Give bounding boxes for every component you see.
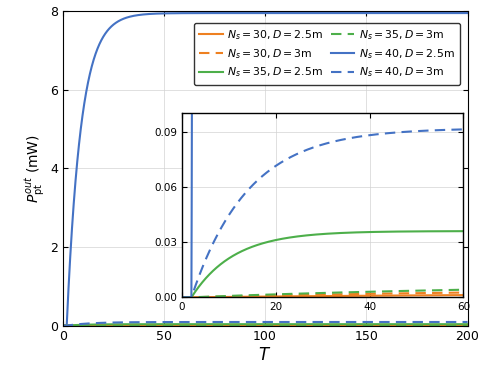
Legend: $N_s = 30, D = 2.5$m, $N_s = 30, D = 3$m, $N_s = 35, D = 2.5$m, $N_s = 35, D = 3: $N_s = 30, D = 2.5$m, $N_s = 30, D = 3$m… bbox=[194, 23, 460, 85]
Y-axis label: $P_{\mathrm{pt}}^{out}$ (mW): $P_{\mathrm{pt}}^{out}$ (mW) bbox=[24, 134, 47, 203]
X-axis label: $T$: $T$ bbox=[258, 346, 272, 364]
